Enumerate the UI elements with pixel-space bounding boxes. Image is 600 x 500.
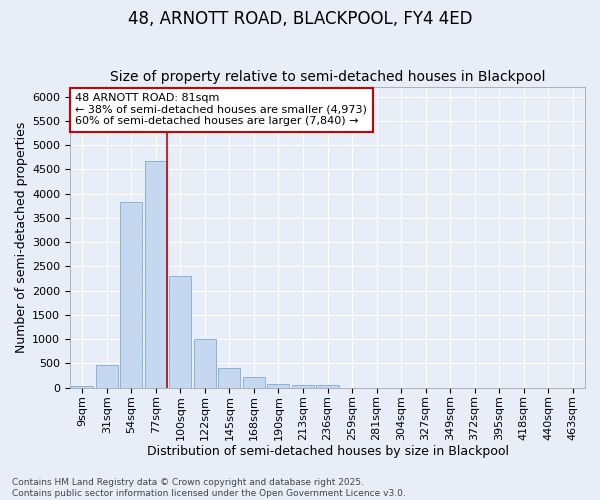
Bar: [120, 202, 142, 388]
Bar: [71, 386, 94, 388]
Bar: [218, 368, 241, 388]
Bar: [292, 385, 314, 388]
Bar: [194, 339, 216, 388]
Y-axis label: Number of semi-detached properties: Number of semi-detached properties: [15, 122, 28, 353]
Bar: [316, 386, 338, 388]
Bar: [268, 384, 289, 388]
Bar: [145, 161, 167, 388]
Bar: [96, 366, 118, 388]
X-axis label: Distribution of semi-detached houses by size in Blackpool: Distribution of semi-detached houses by …: [146, 444, 509, 458]
Text: 48 ARNOTT ROAD: 81sqm
← 38% of semi-detached houses are smaller (4,973)
60% of s: 48 ARNOTT ROAD: 81sqm ← 38% of semi-deta…: [75, 93, 367, 126]
Text: Contains HM Land Registry data © Crown copyright and database right 2025.
Contai: Contains HM Land Registry data © Crown c…: [12, 478, 406, 498]
Text: 48, ARNOTT ROAD, BLACKPOOL, FY4 4ED: 48, ARNOTT ROAD, BLACKPOOL, FY4 4ED: [128, 10, 472, 28]
Title: Size of property relative to semi-detached houses in Blackpool: Size of property relative to semi-detach…: [110, 70, 545, 85]
Bar: [169, 276, 191, 388]
Bar: [243, 377, 265, 388]
